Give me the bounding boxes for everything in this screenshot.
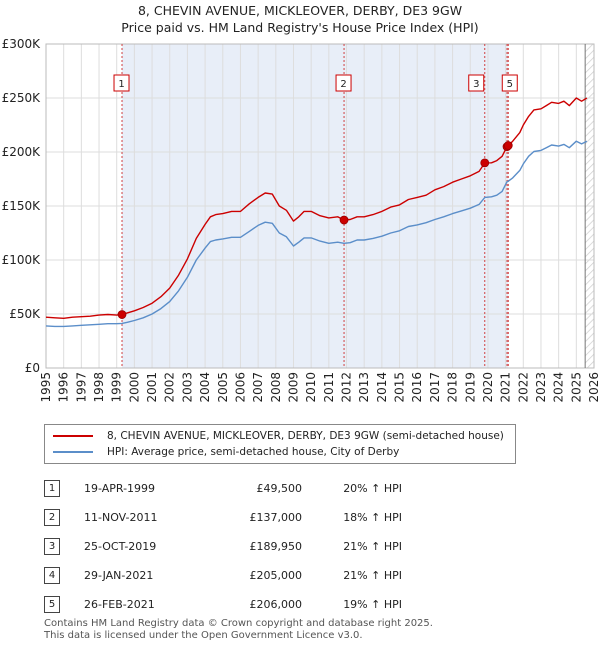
table-row: 4 29-JAN-2021 £205,000 21% ↑ HPI xyxy=(44,561,402,590)
transaction-hpi: 21% ↑ HPI xyxy=(343,569,402,582)
x-tick-label: 2006 xyxy=(233,372,247,403)
x-tick-label: 2005 xyxy=(216,372,230,403)
sale-point-2 xyxy=(339,215,349,225)
x-tick-label: 2015 xyxy=(393,372,407,403)
sale-box-border xyxy=(468,74,485,92)
sale-label-box-5: 5 xyxy=(501,74,518,92)
x-tick-label: 1997 xyxy=(74,372,88,403)
x-tick-label: 2011 xyxy=(322,372,336,403)
x-tick-label: 1995 xyxy=(39,372,53,403)
x-tick-label: 2009 xyxy=(286,372,300,403)
transaction-price: £206,000 xyxy=(249,598,303,611)
transaction-price: £49,500 xyxy=(256,482,303,495)
transaction-number: 3 xyxy=(44,538,60,555)
sale-point-1 xyxy=(117,310,127,319)
sale-box-label: 5 xyxy=(507,79,513,90)
transaction-number: 1 xyxy=(44,480,60,497)
table-row: 1 19-APR-1999 £49,500 20% ↑ HPI xyxy=(44,474,402,503)
chart-title: 8, CHEVIN AVENUE, MICKLEOVER, DERBY, DE3… xyxy=(138,3,462,18)
sale-box-label: 1 xyxy=(118,79,124,90)
table-row: 3 25-OCT-2019 £189,950 21% ↑ HPI xyxy=(44,532,402,561)
sale-box-label: 2 xyxy=(340,79,346,90)
x-tick-label: 2001 xyxy=(145,372,159,403)
x-tick-label: 2023 xyxy=(534,372,548,403)
transaction-date: 11-NOV-2011 xyxy=(84,511,158,524)
y-tick-label: £300K xyxy=(2,37,42,51)
legend: 8, CHEVIN AVENUE, MICKLEOVER, DERBY, DE3… xyxy=(44,424,516,464)
transactions-table: 1 19-APR-1999 £49,500 20% ↑ HPI 2 11-NOV-2011… xyxy=(44,474,402,619)
transaction-number: 2 xyxy=(44,509,60,526)
y-tick-label: £0 xyxy=(25,361,40,375)
legend-label-property: 8, CHEVIN AVENUE, MICKLEOVER, DERBY, DE3… xyxy=(107,430,504,442)
transaction-number: 5 xyxy=(44,596,60,613)
x-tick-label: 2000 xyxy=(127,372,141,403)
sale-box-border xyxy=(501,74,518,92)
legend-item-hpi: HPI: Average price, semi-detached house,… xyxy=(53,444,399,460)
sale-box-label: 3 xyxy=(473,79,479,90)
y-tick-label: £250K xyxy=(2,91,42,105)
x-tick-label: 2019 xyxy=(463,372,477,403)
price-chart: 8, CHEVIN AVENUE, MICKLEOVER, DERBY, DE3… xyxy=(2,3,600,403)
transaction-price: £137,000 xyxy=(249,511,303,524)
x-tick-label: 1996 xyxy=(57,372,71,403)
x-tick-label: 2017 xyxy=(428,372,442,403)
plot-border xyxy=(45,43,595,369)
transaction-date: 29-JAN-2021 xyxy=(84,569,154,582)
x-tick-label: 1998 xyxy=(92,372,106,403)
sale-label-box-1: 1 xyxy=(113,74,130,92)
x-tick-label: 2026 xyxy=(587,372,600,403)
table-row: 5 26-FEB-2021 £206,000 19% ↑ HPI xyxy=(44,590,402,619)
sale-point-3 xyxy=(480,158,490,168)
sale-label-box-2: 2 xyxy=(335,74,352,92)
transaction-number: 4 xyxy=(44,567,60,584)
x-tick-label: 2004 xyxy=(198,372,212,403)
x-tick-label: 2002 xyxy=(163,372,177,403)
transaction-date: 25-OCT-2019 xyxy=(84,540,157,553)
transaction-date: 19-APR-1999 xyxy=(84,482,156,495)
y-tick-label: £50K xyxy=(9,307,41,321)
x-tick-label: 2020 xyxy=(481,372,495,403)
x-tick-label: 2021 xyxy=(499,372,513,403)
transaction-hpi: 19% ↑ HPI xyxy=(343,598,402,611)
transaction-price: £189,950 xyxy=(249,540,303,553)
sale-box-border xyxy=(335,74,352,92)
transaction-price: £205,000 xyxy=(249,569,303,582)
series-line-hpi xyxy=(45,140,588,328)
y-tick-label: £200K xyxy=(2,145,42,159)
legend-swatch-property xyxy=(53,435,93,437)
chart-subtitle: Price paid vs. HM Land Registry's House … xyxy=(121,20,478,35)
legend-item-property: 8, CHEVIN AVENUE, MICKLEOVER, DERBY, DE3… xyxy=(53,428,504,444)
footer-copyright: Contains HM Land Registry data © Crown c… xyxy=(44,618,433,629)
sale-box-border xyxy=(113,74,130,92)
x-tick-label: 1999 xyxy=(110,372,124,403)
legend-label-hpi: HPI: Average price, semi-detached house,… xyxy=(107,446,400,458)
sale-label-box-3: 3 xyxy=(468,74,485,92)
table-row: 2 11-NOV-2011 £137,000 18% ↑ HPI xyxy=(44,503,402,532)
legend-swatch-hpi xyxy=(53,451,93,453)
x-tick-label: 2010 xyxy=(304,372,318,403)
x-tick-label: 2025 xyxy=(569,372,583,403)
x-tick-label: 2013 xyxy=(357,372,371,403)
x-tick-label: 2014 xyxy=(375,372,389,403)
transaction-hpi: 18% ↑ HPI xyxy=(343,511,402,524)
x-tick-label: 2003 xyxy=(180,372,194,403)
footer: Contains HM Land Registry data © Crown c… xyxy=(44,618,433,642)
x-tick-label: 2016 xyxy=(410,372,424,403)
x-tick-label: 2012 xyxy=(340,372,354,403)
series-line-property xyxy=(45,97,588,319)
x-tick-label: 2007 xyxy=(251,372,265,403)
transaction-hpi: 21% ↑ HPI xyxy=(343,540,402,553)
x-tick-label: 2018 xyxy=(446,372,460,403)
sale-point-5 xyxy=(503,141,513,150)
footer-licence: This data is licensed under the Open Gov… xyxy=(44,630,363,641)
x-tick-label: 2022 xyxy=(516,372,530,403)
y-tick-label: £100K xyxy=(2,253,42,267)
transaction-date: 26-FEB-2021 xyxy=(84,598,155,611)
x-tick-label: 2008 xyxy=(269,372,283,403)
y-tick-label: £150K xyxy=(2,199,42,213)
x-tick-label: 2024 xyxy=(552,372,566,403)
transaction-hpi: 20% ↑ HPI xyxy=(343,482,402,495)
